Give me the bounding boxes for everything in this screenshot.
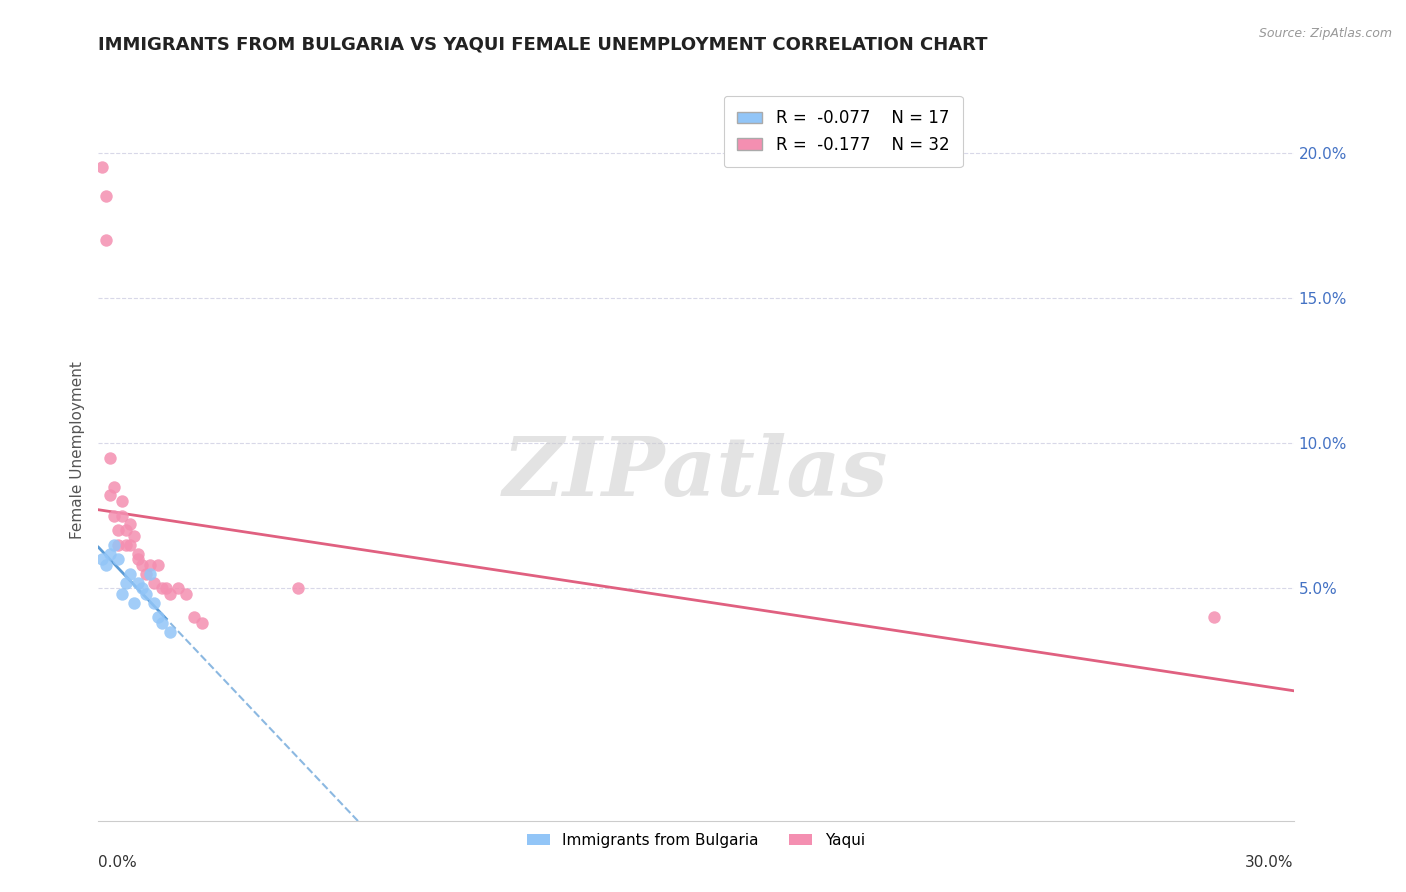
Legend: Immigrants from Bulgaria, Yaqui: Immigrants from Bulgaria, Yaqui <box>522 827 870 854</box>
Point <box>120 566 142 581</box>
Point <box>115 575 138 590</box>
Point <box>159 587 181 601</box>
Point <box>155 582 177 596</box>
Point <box>150 582 173 596</box>
Point <box>143 596 166 610</box>
Point <box>115 524 138 538</box>
Point <box>124 529 146 543</box>
Point <box>139 566 162 581</box>
Point <box>111 494 134 508</box>
Point <box>91 552 114 566</box>
Point <box>139 558 162 573</box>
Point <box>167 582 190 596</box>
Text: ZIPatlas: ZIPatlas <box>503 433 889 513</box>
Point <box>111 587 134 601</box>
Point <box>148 558 170 573</box>
Point <box>107 524 129 538</box>
Point <box>96 233 118 247</box>
Point <box>191 616 214 631</box>
Point <box>120 517 142 532</box>
Point <box>127 547 149 561</box>
Point <box>127 575 149 590</box>
Point <box>124 596 146 610</box>
Point <box>127 552 149 566</box>
Point <box>287 582 309 596</box>
Point <box>98 547 122 561</box>
Point <box>103 508 125 523</box>
Text: 30.0%: 30.0% <box>1246 855 1294 871</box>
Point <box>120 538 142 552</box>
Point <box>135 587 157 601</box>
Point <box>148 610 170 624</box>
Y-axis label: Female Unemployment: Female Unemployment <box>69 361 84 540</box>
Point <box>131 558 153 573</box>
Point <box>135 566 157 581</box>
Point <box>183 610 205 624</box>
Point <box>96 189 118 203</box>
Point <box>143 575 166 590</box>
Point <box>107 552 129 566</box>
Point <box>115 538 138 552</box>
Point <box>159 624 181 639</box>
Text: IMMIGRANTS FROM BULGARIA VS YAQUI FEMALE UNEMPLOYMENT CORRELATION CHART: IMMIGRANTS FROM BULGARIA VS YAQUI FEMALE… <box>98 36 988 54</box>
Point <box>96 558 118 573</box>
Point <box>174 587 197 601</box>
Point <box>150 616 173 631</box>
Point <box>91 161 114 175</box>
Point <box>131 582 153 596</box>
Text: Source: ZipAtlas.com: Source: ZipAtlas.com <box>1258 27 1392 40</box>
Point <box>103 538 125 552</box>
Point <box>98 450 122 465</box>
Point <box>107 538 129 552</box>
Point <box>111 508 134 523</box>
Point <box>98 488 122 502</box>
Point <box>103 480 125 494</box>
Point <box>1202 610 1225 624</box>
Text: 0.0%: 0.0% <box>98 855 138 871</box>
